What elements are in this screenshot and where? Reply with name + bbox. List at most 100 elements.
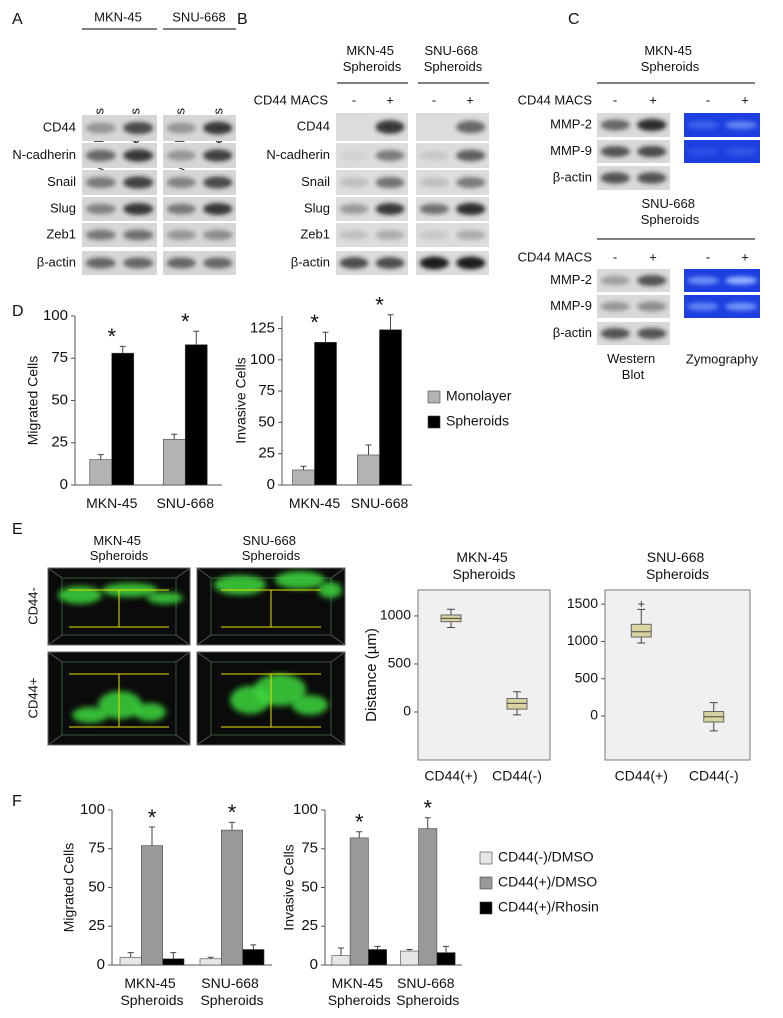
blot-band <box>375 257 405 269</box>
grid-box <box>210 577 332 636</box>
significance: * <box>228 800 237 825</box>
rule <box>175 634 191 646</box>
blot-band <box>166 150 196 161</box>
blot-band <box>123 202 154 216</box>
blot-band <box>637 274 667 287</box>
fluorescence <box>275 571 325 589</box>
legend-label: Spheroids <box>446 413 509 429</box>
blot-band <box>375 120 405 134</box>
significance: * <box>423 796 432 821</box>
blot-band <box>339 203 369 215</box>
zymogram <box>684 140 760 163</box>
grid-box <box>210 661 332 736</box>
zymogram <box>684 269 760 292</box>
y-axis-label: Migrated Cells <box>61 843 77 932</box>
fluorescence <box>292 695 328 715</box>
y-tick-label: 125 <box>250 319 275 336</box>
x-tick-label: CD44(-) <box>492 768 542 784</box>
fluorescence <box>134 703 166 721</box>
y-tick-label: 100 <box>43 307 68 324</box>
bar <box>89 459 113 486</box>
zymo-band <box>687 121 719 129</box>
blot-band <box>375 150 405 161</box>
row-label: Zeb1 <box>300 226 330 241</box>
blot-band <box>456 120 486 134</box>
error-bar <box>250 944 257 950</box>
blot-band <box>203 121 233 135</box>
rule <box>47 567 63 579</box>
blot-band <box>166 257 196 269</box>
blot-band <box>85 177 116 188</box>
zymo-band <box>725 276 757 285</box>
group-header: SNU-668 <box>172 9 225 24</box>
y-tick-label: 500 <box>388 655 412 671</box>
error-bar <box>374 945 381 950</box>
bar <box>292 469 315 486</box>
blot-band <box>600 145 630 158</box>
bar <box>242 949 265 966</box>
row-label: N-cadherin <box>12 147 76 162</box>
rule <box>330 651 346 663</box>
group-header: SNU-668 Spheroids <box>424 43 483 74</box>
sign: + <box>386 92 394 107</box>
bar <box>199 958 222 966</box>
blot-band <box>419 230 449 240</box>
y-tick-label: 25 <box>88 917 105 934</box>
block-title: SNU-668 Spheroids <box>641 196 700 227</box>
sign: - <box>706 249 710 264</box>
blot <box>597 295 670 318</box>
fluorescence <box>214 575 266 595</box>
legend-swatch <box>479 876 493 890</box>
footer-label: Western Blot <box>607 351 659 382</box>
image-row-label: CD44+ <box>25 678 40 719</box>
rule <box>196 734 212 746</box>
bar <box>379 329 402 486</box>
blot-band <box>85 203 116 215</box>
row-label: β-actin <box>291 254 330 269</box>
panel-label: C <box>568 11 580 28</box>
y-tick-label: 75 <box>51 349 68 366</box>
fluorescence <box>254 674 306 706</box>
rule <box>196 634 212 646</box>
block-title: MKN-45 Spheroids <box>641 43 700 74</box>
blot-band <box>339 150 369 161</box>
significance: * <box>375 293 384 318</box>
blot-band <box>123 229 154 241</box>
row-label: β-actin <box>553 169 592 184</box>
error-bar <box>229 821 235 831</box>
sign: + <box>649 92 657 107</box>
rule <box>175 567 191 579</box>
blot-band <box>600 119 630 131</box>
fluorescence <box>318 582 342 598</box>
x-tick-label: SNU-668 <box>351 495 409 511</box>
blot-band <box>419 177 449 188</box>
y-tick-label: 1000 <box>567 632 598 648</box>
blot-band <box>375 202 405 216</box>
bar <box>418 828 438 966</box>
blot-band <box>339 177 369 188</box>
bar <box>162 958 185 966</box>
legend-label: CD44(+)/DMSO <box>498 874 597 890</box>
rule <box>196 567 212 579</box>
condition-label: CD44 MACS <box>518 92 593 107</box>
significance: * <box>181 309 190 334</box>
error-bar <box>443 945 450 953</box>
error-bar <box>300 465 307 470</box>
row-label: CD44 <box>297 118 330 133</box>
blot-band <box>456 149 486 162</box>
x-tick-label: SNU-668 <box>156 495 214 511</box>
legend-label: CD44(+)/Rhosin <box>498 899 599 915</box>
blot-band <box>637 172 667 184</box>
y-tick-label: 50 <box>258 413 275 430</box>
y-tick-label: 0 <box>97 956 105 973</box>
blot-band <box>456 256 486 270</box>
blot-band <box>637 145 667 158</box>
rule <box>330 634 346 646</box>
error-bar <box>97 454 104 460</box>
rule <box>175 651 191 663</box>
fluorescence <box>98 691 142 719</box>
y-tick-label: 0 <box>403 703 411 719</box>
bar <box>111 352 135 486</box>
bar <box>331 955 351 966</box>
